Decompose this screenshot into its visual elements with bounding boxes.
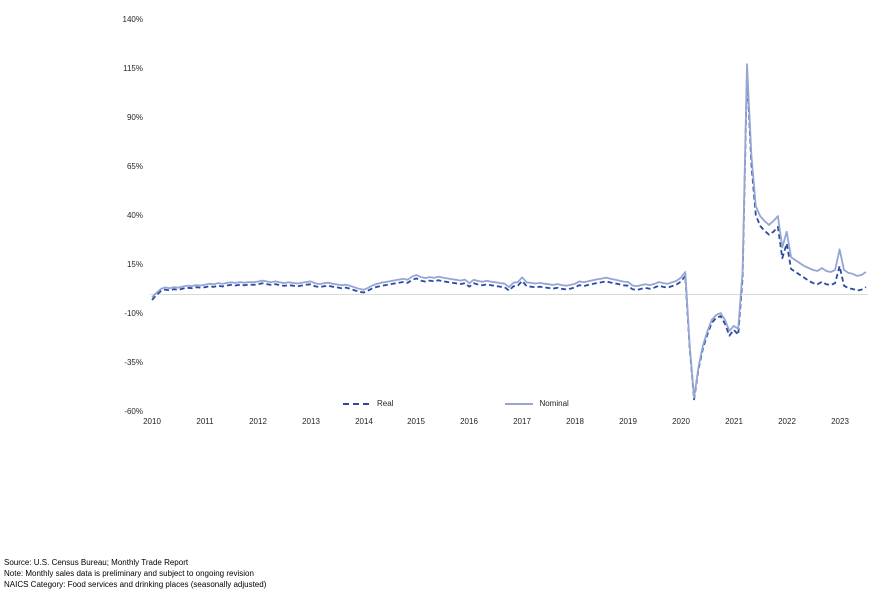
nominal-solid-line-swatch <box>505 402 534 405</box>
y-tick-label: 40% <box>126 211 143 220</box>
preliminary-note: Note: Monthly sales data is preliminary … <box>4 569 254 578</box>
naics-note: NAICS Category: Food services and drinki… <box>4 580 267 589</box>
legend-item-nominal: Nominal <box>505 399 569 408</box>
x-tick-label: 2020 <box>672 417 690 426</box>
footer-notes: Source: U.S. Census Bureau; Monthly Trad… <box>4 557 266 590</box>
x-tick-label: 2014 <box>355 417 373 426</box>
legend-item-real: Real <box>343 399 393 408</box>
x-tick-label: 2013 <box>302 417 320 426</box>
source-note: Source: U.S. Census Bureau; Monthly Trad… <box>4 558 189 567</box>
real-dashed-line-swatch <box>343 402 371 405</box>
x-tick-label: 2016 <box>460 417 478 426</box>
y-tick-label: 115% <box>123 64 143 73</box>
y-tick-label: 65% <box>126 162 143 171</box>
y-tick-label: 90% <box>126 113 143 122</box>
x-tick-label: 2023 <box>831 417 849 426</box>
nominal-series-line <box>151 63 867 399</box>
y-tick-label: 140% <box>122 15 143 24</box>
x-tick-label: 2011 <box>196 417 214 426</box>
x-tick-label: 2022 <box>778 417 796 426</box>
legend: Real Nominal <box>343 399 569 408</box>
y-tick-label: -10% <box>124 309 143 318</box>
legend-label-real: Real <box>377 399 394 408</box>
legend-label-nominal: Nominal <box>539 399 569 408</box>
x-tick-label: 2019 <box>619 417 637 426</box>
x-tick-label: 2017 <box>513 417 531 426</box>
x-tick-label: 2015 <box>407 417 425 426</box>
y-tick-label: -35% <box>124 358 143 367</box>
y-tick-label: 15% <box>126 260 143 269</box>
y-tick-label: -60% <box>124 407 143 416</box>
x-tick-label: 2021 <box>725 417 743 426</box>
real-series-line <box>151 71 867 401</box>
x-tick-label: 2018 <box>566 417 584 426</box>
x-tick-label: 2012 <box>249 417 267 426</box>
x-tick-label: 2010 <box>143 417 161 426</box>
